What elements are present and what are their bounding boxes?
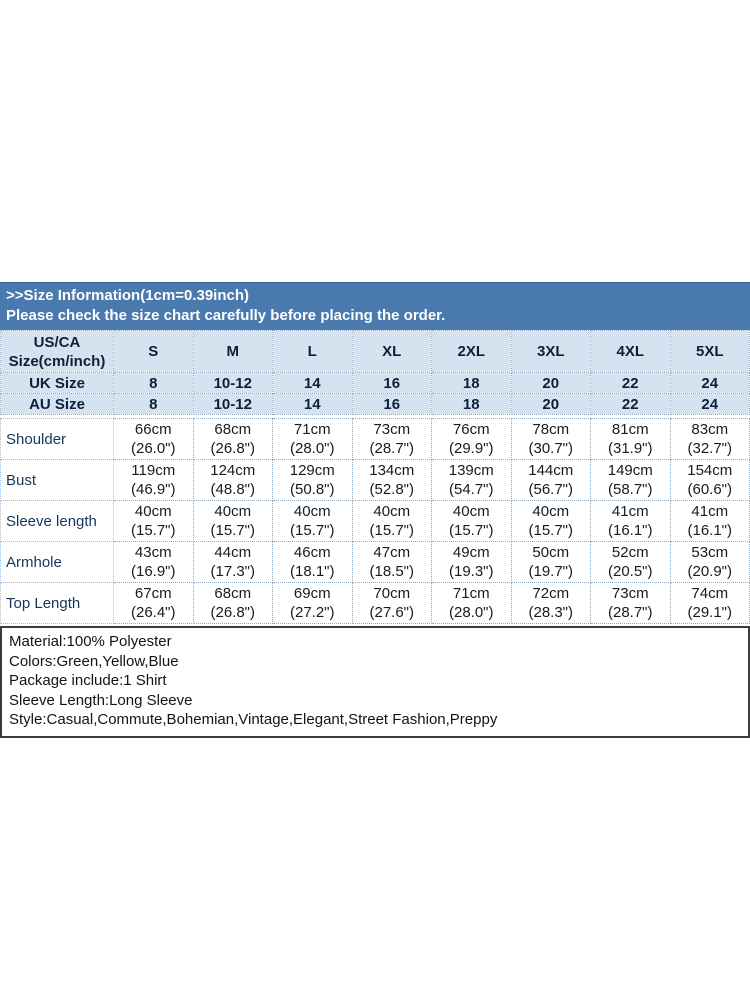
size-col-header-3xl: 3XL — [510, 330, 591, 373]
measurement-cell: 40cm (15.7") — [351, 500, 432, 542]
measurement-cell: 81cm (31.9") — [590, 418, 671, 460]
measurement-cell: 40cm (15.7") — [431, 500, 512, 542]
au-size-value: 10-12 — [192, 393, 273, 415]
product-details-box: Material:100% Polyester Colors:Green,Yel… — [0, 626, 750, 738]
measurement-cell: 71cm (28.0") — [272, 418, 353, 460]
measurement-cell: 53cm (20.9") — [669, 541, 750, 583]
au-size-value: 16 — [351, 393, 432, 415]
uk-size-value: 10-12 — [192, 372, 273, 394]
uk-size-label: UK Size — [0, 372, 114, 394]
row-label-armhole: Armhole — [0, 541, 114, 583]
measurement-cell: 52cm (20.5") — [590, 541, 671, 583]
row-label-top-length: Top Length — [0, 582, 114, 624]
measurement-cell: 73cm (28.7") — [590, 582, 671, 624]
measurement-cell: 50cm (19.7") — [510, 541, 591, 583]
size-chart-table: US/CA Size(cm/inch) S M L XL 2XL 3XL 4XL… — [0, 330, 750, 624]
uk-size-value: 24 — [669, 372, 750, 394]
measurement-cell: 66cm (26.0") — [113, 418, 194, 460]
au-size-label: AU Size — [0, 393, 114, 415]
measurement-cell: 49cm (19.3") — [431, 541, 512, 583]
measurement-cell: 69cm (27.2") — [272, 582, 353, 624]
detail-material: Material:100% Polyester — [9, 633, 172, 650]
measurement-cell: 119cm (46.9") — [113, 459, 194, 501]
measurement-cell: 67cm (26.4") — [113, 582, 194, 624]
uk-size-value: 8 — [113, 372, 194, 394]
measurement-cell: 149cm (58.7") — [590, 459, 671, 501]
measurement-cell: 76cm (29.9") — [431, 418, 512, 460]
measurement-cell: 129cm (50.8") — [272, 459, 353, 501]
au-size-value: 18 — [431, 393, 512, 415]
measurement-cell: 41cm (16.1") — [669, 500, 750, 542]
row-label-sleeve-length: Sleeve length — [0, 500, 114, 542]
size-info-content: >>Size Information(1cm=0.39inch) Please … — [0, 282, 750, 738]
size-info-banner: >>Size Information(1cm=0.39inch) Please … — [0, 282, 750, 330]
measurement-row-shoulder: Shoulder 66cm (26.0") 68cm (26.8") 71cm … — [0, 418, 750, 460]
measurement-cell: 40cm (15.7") — [192, 500, 273, 542]
uk-size-value: 22 — [590, 372, 671, 394]
detail-style: Style:Casual,Commute,Bohemian,Vintage,El… — [9, 711, 498, 729]
measurement-cell: 40cm (15.7") — [510, 500, 591, 542]
uk-size-value: 14 — [272, 372, 353, 394]
measurement-cell: 124cm (48.8") — [192, 459, 273, 501]
au-size-row: AU Size 8 10-12 14 16 18 20 22 24 — [0, 393, 750, 415]
size-col-header-s: S — [113, 330, 194, 373]
uk-size-value: 16 — [351, 372, 432, 394]
measurement-cell: 71cm (28.0") — [431, 582, 512, 624]
measurement-cell: 43cm (16.9") — [113, 541, 194, 583]
gap-spacer — [0, 414, 750, 419]
measurement-cell: 139cm (54.7") — [431, 459, 512, 501]
size-col-header-l: L — [272, 330, 353, 373]
measurement-cell: 68cm (26.8") — [192, 418, 273, 460]
measurement-row-bust: Bust 119cm (46.9") 124cm (48.8") 129cm (… — [0, 459, 750, 501]
au-size-value: 20 — [510, 393, 591, 415]
measurement-cell: 154cm (60.6") — [669, 459, 750, 501]
detail-package: Package include:1 Shirt — [9, 672, 167, 690]
banner-title: >>Size Information(1cm=0.39inch) — [6, 287, 249, 304]
measurement-cell: 144cm (56.7") — [510, 459, 591, 501]
row-label-shoulder: Shoulder — [0, 418, 114, 460]
row-label-bust: Bust — [0, 459, 114, 501]
measurement-row-top-length: Top Length 67cm (26.4") 68cm (26.8") 69c… — [0, 582, 750, 624]
measurement-cell: 83cm (32.7") — [669, 418, 750, 460]
size-col-header-xl: XL — [351, 330, 432, 373]
measurement-cell: 68cm (26.8") — [192, 582, 273, 624]
uk-size-row: UK Size 8 10-12 14 16 18 20 22 24 — [0, 372, 750, 394]
measurement-cell: 40cm (15.7") — [272, 500, 353, 542]
size-col-header-5xl: 5XL — [669, 330, 750, 373]
measurement-row-sleeve-length: Sleeve length 40cm (15.7") 40cm (15.7") … — [0, 500, 750, 542]
uk-size-value: 18 — [431, 372, 512, 394]
measurement-cell: 41cm (16.1") — [590, 500, 671, 542]
size-col-header-4xl: 4XL — [590, 330, 671, 373]
measurement-cell: 72cm (28.3") — [510, 582, 591, 624]
measurement-cell: 40cm (15.7") — [113, 500, 194, 542]
au-size-value: 8 — [113, 393, 194, 415]
detail-colors: Colors:Green,Yellow,Blue — [9, 652, 179, 670]
size-header-row: US/CA Size(cm/inch) S M L XL 2XL 3XL 4XL… — [0, 330, 750, 373]
header-body-gap — [0, 414, 750, 419]
size-col-header-2xl: 2XL — [431, 330, 512, 373]
au-size-value: 24 — [669, 393, 750, 415]
banner-subtitle: Please check the size chart carefully be… — [6, 307, 446, 324]
measurement-cell: 73cm (28.7") — [351, 418, 432, 460]
au-size-value: 14 — [272, 393, 353, 415]
measurement-cell: 134cm (52.8") — [351, 459, 432, 501]
measurement-cell: 47cm (18.5") — [351, 541, 432, 583]
au-size-value: 22 — [590, 393, 671, 415]
measurement-row-armhole: Armhole 43cm (16.9") 44cm (17.3") 46cm (… — [0, 541, 750, 583]
measurement-cell: 70cm (27.6") — [351, 582, 432, 624]
corner-header-cell: US/CA Size(cm/inch) — [0, 330, 114, 373]
measurement-cell: 74cm (29.1") — [669, 582, 750, 624]
detail-sleeve-length: Sleeve Length:Long Sleeve — [9, 691, 193, 709]
measurement-cell: 78cm (30.7") — [510, 418, 591, 460]
size-col-header-m: M — [192, 330, 273, 373]
measurement-cell: 44cm (17.3") — [192, 541, 273, 583]
uk-size-value: 20 — [510, 372, 591, 394]
measurement-cell: 46cm (18.1") — [272, 541, 353, 583]
